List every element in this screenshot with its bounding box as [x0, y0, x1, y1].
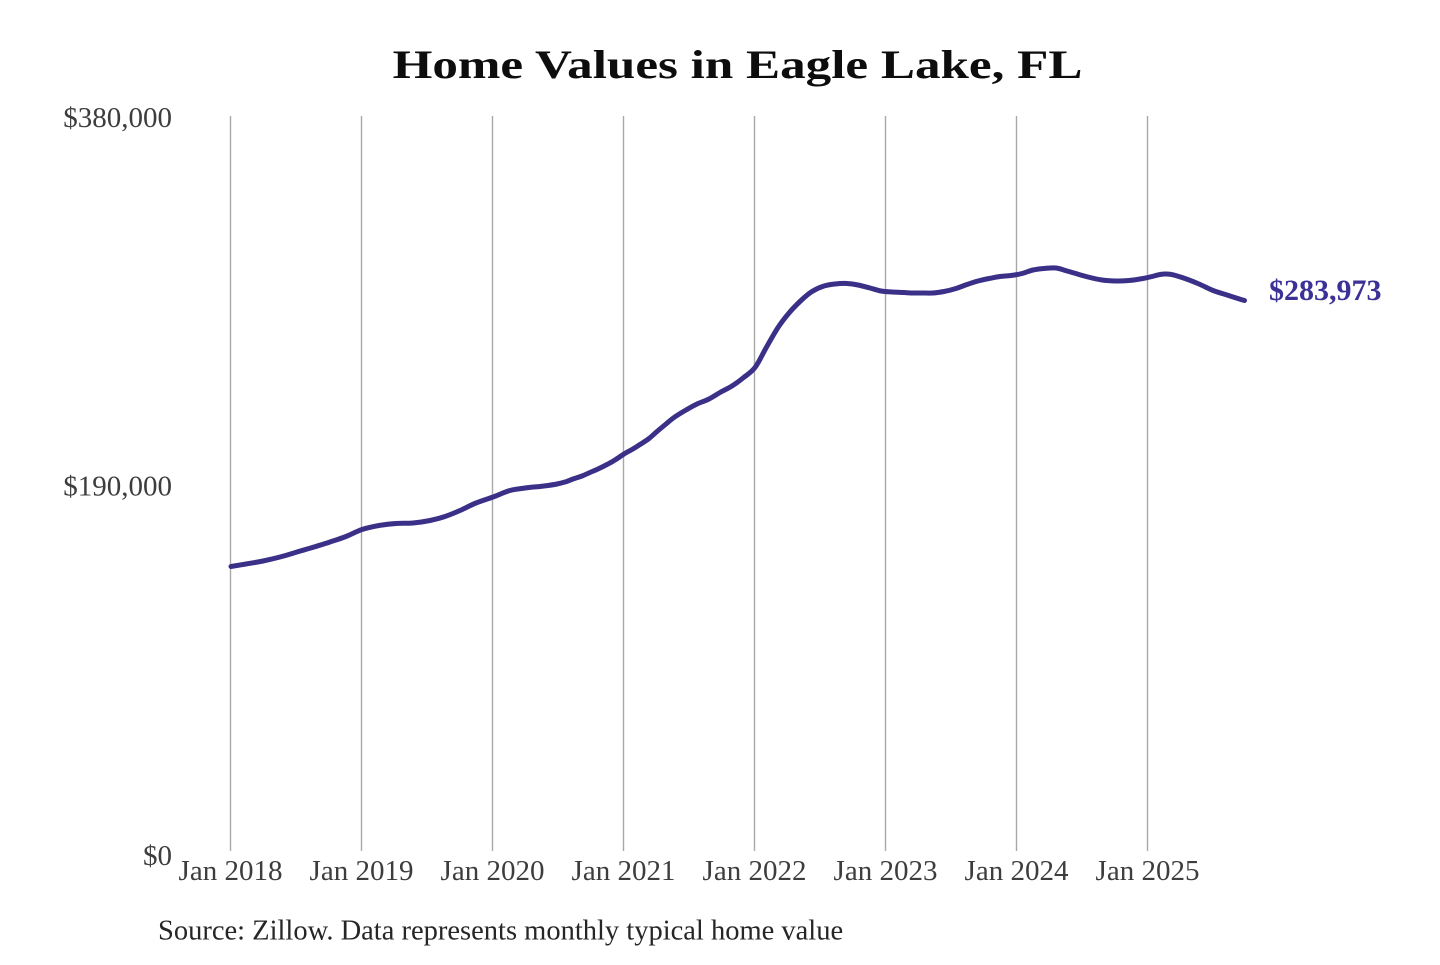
svg-text:$380,000: $380,000 — [63, 102, 172, 134]
svg-text:Jan 2018: Jan 2018 — [179, 855, 283, 887]
svg-text:Jan 2019: Jan 2019 — [310, 855, 414, 887]
svg-text:Jan 2023: Jan 2023 — [834, 855, 938, 887]
svg-text:Jan 2022: Jan 2022 — [703, 855, 807, 887]
svg-text:$283,973: $283,973 — [1269, 274, 1382, 307]
svg-text:Source: Zillow. Data represent: Source: Zillow. Data represents monthly … — [158, 916, 843, 947]
svg-text:$0: $0 — [143, 840, 172, 872]
svg-text:Jan 2024: Jan 2024 — [965, 855, 1069, 887]
svg-text:Jan 2020: Jan 2020 — [441, 855, 545, 887]
svg-text:Home Values in Eagle Lake, FL: Home Values in Eagle Lake, FL — [393, 42, 1083, 86]
svg-text:$190,000: $190,000 — [63, 471, 172, 503]
svg-text:Jan 2025: Jan 2025 — [1096, 855, 1200, 887]
svg-text:Jan 2021: Jan 2021 — [572, 855, 676, 887]
